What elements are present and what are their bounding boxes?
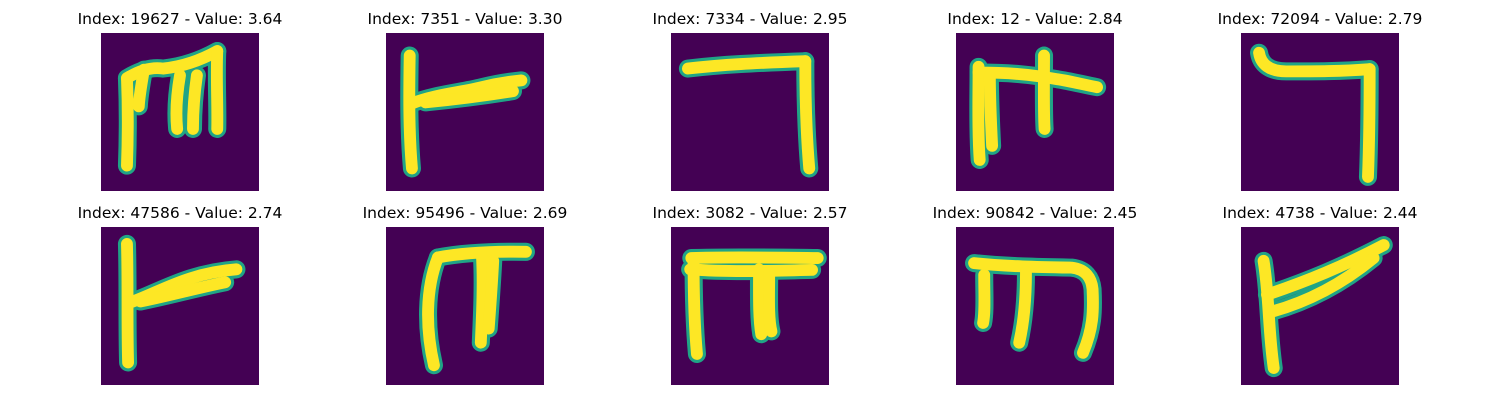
- panel: Index: 72094 - Value: 2.79: [1200, 0, 1440, 191]
- panel: Index: 47586 - Value: 2.74: [60, 194, 300, 385]
- panel: Index: 95496 - Value: 2.69: [345, 194, 585, 385]
- glyph-image: [1241, 227, 1399, 385]
- panel-title: Index: 72094 - Value: 2.79: [1217, 10, 1423, 28]
- panel: Index: 19627 - Value: 3.64: [60, 0, 300, 191]
- panel-title: Index: 4738 - Value: 2.44: [1222, 204, 1418, 222]
- glyph-image: [101, 33, 259, 191]
- glyph-image: [956, 227, 1114, 385]
- panel-title: Index: 7334 - Value: 2.95: [652, 10, 848, 28]
- glyph-image: [671, 33, 829, 191]
- panel-title: Index: 90842 - Value: 2.45: [932, 204, 1138, 222]
- panel: Index: 12 - Value: 2.84: [915, 0, 1155, 191]
- panel: Index: 7334 - Value: 2.95: [630, 0, 870, 191]
- glyph-image: [1241, 33, 1399, 191]
- glyph-image: [386, 227, 544, 385]
- panel-title: Index: 7351 - Value: 3.30: [367, 10, 563, 28]
- panel-title: Index: 95496 - Value: 2.69: [362, 204, 568, 222]
- glyph-image: [386, 33, 544, 191]
- glyph-image: [101, 227, 259, 385]
- glyph-image: [956, 33, 1114, 191]
- panel: Index: 4738 - Value: 2.44: [1200, 194, 1440, 385]
- panel-title: Index: 12 - Value: 2.84: [947, 10, 1123, 28]
- panel: Index: 90842 - Value: 2.45: [915, 194, 1155, 385]
- panel-title: Index: 3082 - Value: 2.57: [652, 204, 848, 222]
- panel-title: Index: 19627 - Value: 3.64: [77, 10, 283, 28]
- panel: Index: 7351 - Value: 3.30: [345, 0, 585, 191]
- panel: Index: 3082 - Value: 2.57: [630, 194, 870, 385]
- glyph-image: [671, 227, 829, 385]
- panel-title: Index: 47586 - Value: 2.74: [77, 204, 283, 222]
